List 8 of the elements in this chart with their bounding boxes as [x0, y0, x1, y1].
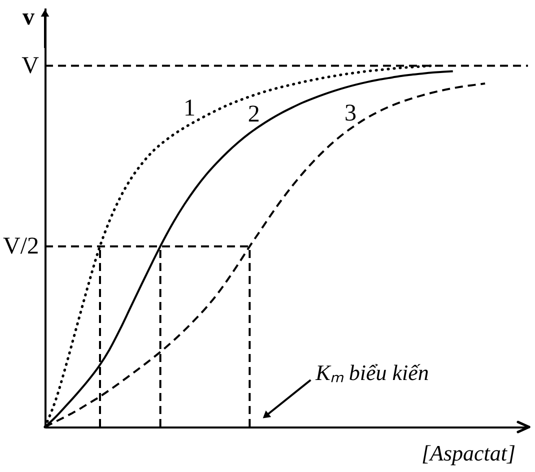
series-label: 1 — [184, 96, 196, 122]
annotation: Kₘ biểu kiến — [314, 360, 429, 385]
ref-line-label: V — [22, 52, 40, 79]
ref-line-label: V/2 — [3, 233, 39, 260]
series-label: 2 — [248, 102, 260, 128]
y-axis-title: v — [22, 4, 34, 30]
x-axis-title: [Aspactat] — [421, 440, 516, 466]
series-label: 3 — [344, 100, 357, 126]
